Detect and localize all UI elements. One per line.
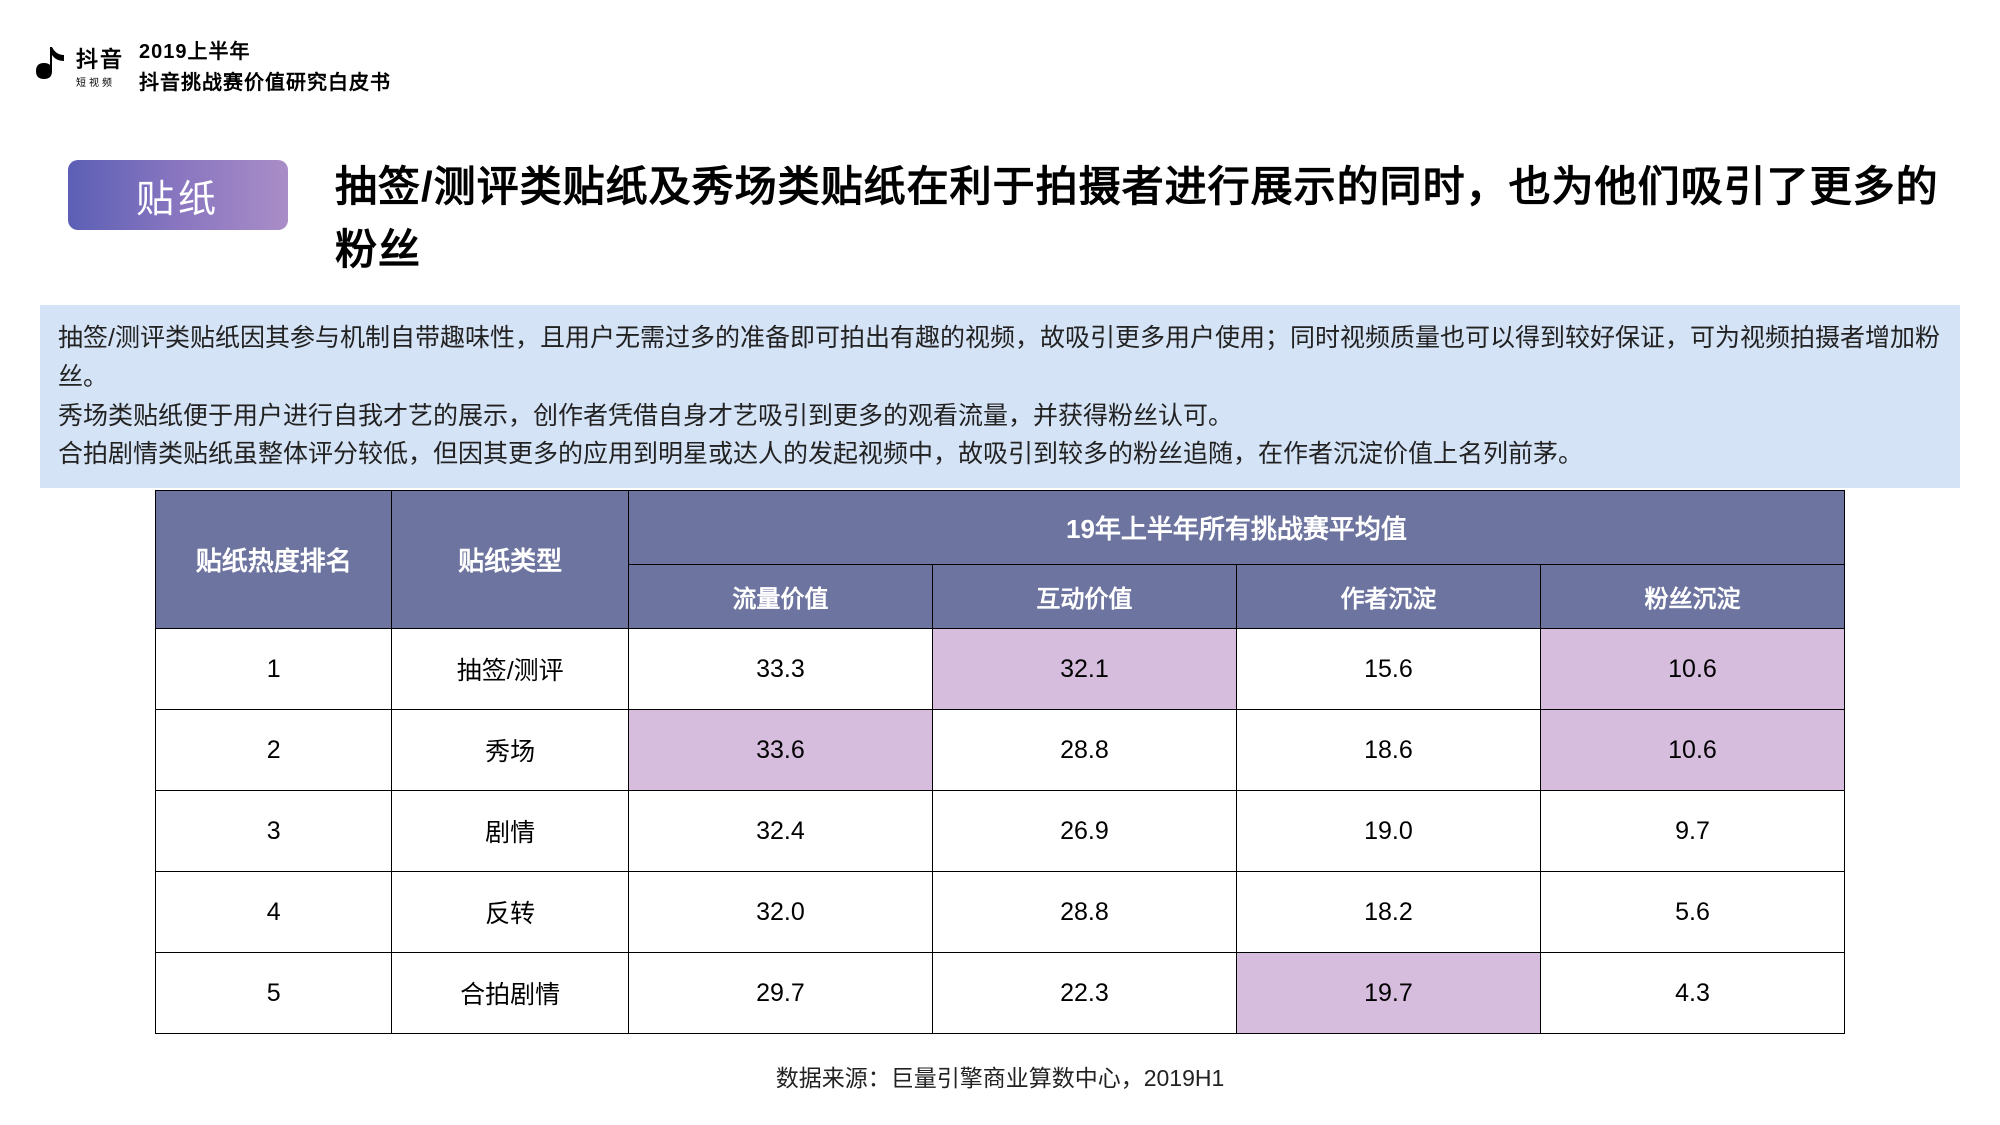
cell-flow: 32.0	[628, 872, 932, 953]
table-row: 4反转32.028.818.25.6	[156, 872, 1845, 953]
th-fans: 粉丝沉淀	[1540, 565, 1844, 629]
table-row: 2秀场33.628.818.610.6	[156, 710, 1845, 791]
title-line-2: 抖音挑战赛价值研究白皮书	[139, 66, 391, 95]
cell-flow: 32.4	[628, 791, 932, 872]
logo-main-text: 抖音	[76, 42, 124, 74]
cell-rank: 5	[156, 953, 392, 1034]
musical-note-icon	[30, 43, 70, 87]
cell-rank: 1	[156, 629, 392, 710]
cell-fans: 5.6	[1540, 872, 1844, 953]
sticker-value-table: 贴纸热度排名 贴纸类型 19年上半年所有挑战赛平均值 流量价值 互动价值 作者沉…	[155, 490, 1845, 1034]
cell-author: 18.6	[1236, 710, 1540, 791]
data-source: 数据来源：巨量引擎商业算数中心，2019H1	[0, 1059, 2000, 1093]
cell-fans: 9.7	[1540, 791, 1844, 872]
cell-author: 18.2	[1236, 872, 1540, 953]
cell-type: 抽签/测评	[392, 629, 628, 710]
page-headline: 抽签/测评类贴纸及秀场类贴纸在利于拍摄者进行展示的同时，也为他们吸引了更多的粉丝	[335, 155, 1960, 281]
cell-interact: 28.8	[932, 710, 1236, 791]
cell-interact: 32.1	[932, 629, 1236, 710]
cell-rank: 3	[156, 791, 392, 872]
data-table-wrap: 贴纸热度排名 贴纸类型 19年上半年所有挑战赛平均值 流量价值 互动价值 作者沉…	[155, 490, 1845, 1034]
cell-interact: 22.3	[932, 953, 1236, 1034]
cell-author: 19.7	[1236, 953, 1540, 1034]
cell-type: 秀场	[392, 710, 628, 791]
cell-author: 19.0	[1236, 791, 1540, 872]
cell-flow: 33.3	[628, 629, 932, 710]
cell-interact: 26.9	[932, 791, 1236, 872]
description-p2: 秀场类贴纸便于用户进行自我才艺的展示，创作者凭借自身才艺吸引到更多的观看流量，并…	[58, 397, 1942, 436]
brand-header: 抖音 短视频 2019上半年 抖音挑战赛价值研究白皮书	[30, 35, 391, 95]
description-p1: 抽签/测评类贴纸因其参与机制自带趣味性，且用户无需过多的准备即可拍出有趣的视频，…	[58, 319, 1942, 397]
cell-rank: 2	[156, 710, 392, 791]
cell-fans: 4.3	[1540, 953, 1844, 1034]
th-rank: 贴纸热度排名	[156, 491, 392, 629]
cell-fans: 10.6	[1540, 629, 1844, 710]
table-row: 5合拍剧情29.722.319.74.3	[156, 953, 1845, 1034]
table-row: 1抽签/测评33.332.115.610.6	[156, 629, 1845, 710]
description-p3: 合拍剧情类贴纸虽整体评分较低，但因其更多的应用到明星或达人的发起视频中，故吸引到…	[58, 435, 1942, 474]
cell-type: 反转	[392, 872, 628, 953]
logo-text: 抖音 短视频	[76, 42, 124, 89]
description-box: 抽签/测评类贴纸因其参与机制自带趣味性，且用户无需过多的准备即可拍出有趣的视频，…	[40, 305, 1960, 488]
cell-interact: 28.8	[932, 872, 1236, 953]
table-header: 贴纸热度排名 贴纸类型 19年上半年所有挑战赛平均值 流量价值 互动价值 作者沉…	[156, 491, 1845, 629]
th-flow: 流量价值	[628, 565, 932, 629]
th-type: 贴纸类型	[392, 491, 628, 629]
th-group: 19年上半年所有挑战赛平均值	[628, 491, 1844, 565]
th-interact: 互动价值	[932, 565, 1236, 629]
table-row: 3剧情32.426.919.09.7	[156, 791, 1845, 872]
cell-rank: 4	[156, 872, 392, 953]
title-line-1: 2019上半年	[139, 35, 391, 64]
logo-sub-text: 短视频	[76, 74, 124, 89]
douyin-logo: 抖音 短视频	[30, 42, 124, 89]
report-title: 2019上半年 抖音挑战赛价值研究白皮书	[139, 35, 391, 95]
th-author: 作者沉淀	[1236, 565, 1540, 629]
cell-flow: 29.7	[628, 953, 932, 1034]
section-badge: 贴纸	[68, 160, 288, 230]
cell-author: 15.6	[1236, 629, 1540, 710]
table-body: 1抽签/测评33.332.115.610.62秀场33.628.818.610.…	[156, 629, 1845, 1034]
cell-flow: 33.6	[628, 710, 932, 791]
cell-type: 合拍剧情	[392, 953, 628, 1034]
cell-type: 剧情	[392, 791, 628, 872]
cell-fans: 10.6	[1540, 710, 1844, 791]
